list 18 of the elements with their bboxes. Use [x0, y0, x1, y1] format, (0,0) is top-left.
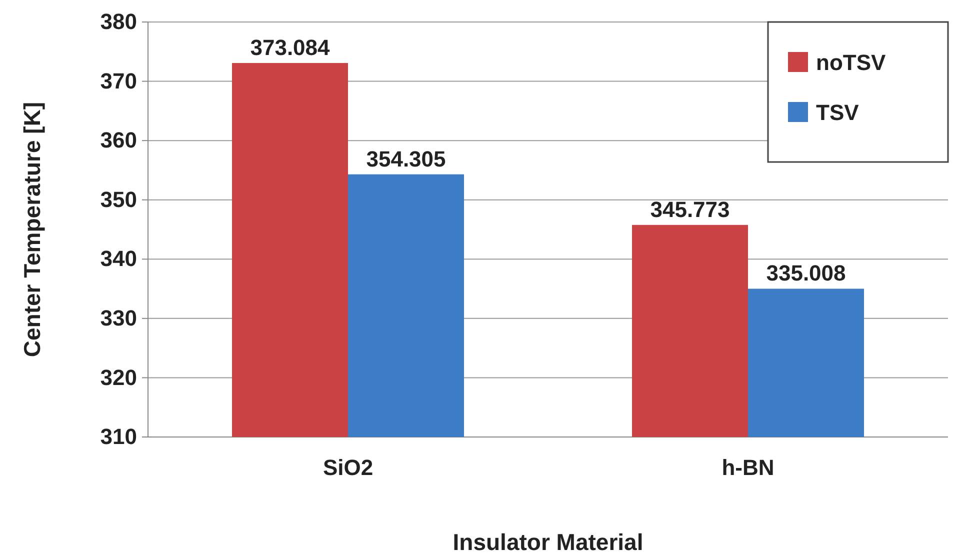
data-label: 335.008	[766, 260, 846, 286]
data-label: 373.084	[250, 35, 331, 60]
data-label: 345.773	[650, 196, 730, 222]
y-tick-label: 310	[100, 424, 137, 450]
y-axis-title: Center Temperature [K]	[19, 102, 45, 358]
y-tick-label: 320	[100, 364, 137, 390]
y-tick-label: 360	[100, 128, 137, 153]
y-tick-label: 380	[100, 9, 137, 34]
legend-label: TSV	[816, 100, 860, 125]
x-axis-title: Insulator Material	[452, 529, 644, 555]
y-tick-label: 350	[100, 186, 137, 212]
y-tick-label: 370	[100, 68, 137, 94]
x-tick-label: SiO2	[322, 455, 374, 480]
y-tick-label: 340	[100, 246, 137, 272]
legend-label: noTSV	[816, 50, 886, 75]
x-tick-label: h-BN	[722, 455, 774, 480]
data-label: 354.305	[366, 146, 446, 172]
y-tick-label: 330	[100, 305, 137, 330]
